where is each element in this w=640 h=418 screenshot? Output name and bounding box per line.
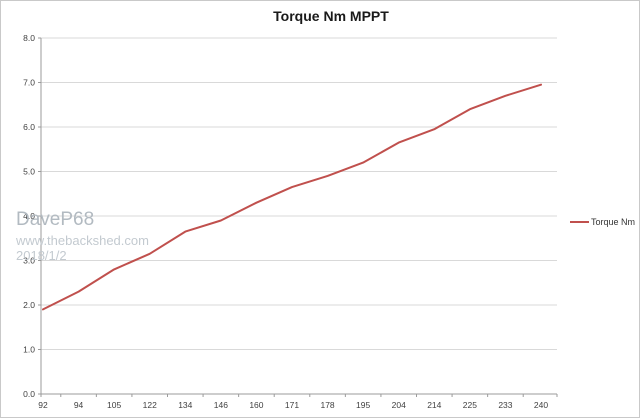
x-tick-label: 105 xyxy=(107,400,121,410)
x-tick-label: 122 xyxy=(143,400,157,410)
x-tick-label: 204 xyxy=(392,400,406,410)
x-tick-label: 240 xyxy=(534,400,548,410)
y-tick-label: 7.0 xyxy=(23,78,35,88)
x-tick-label: 160 xyxy=(249,400,263,410)
legend-label: Torque Nm xyxy=(591,217,636,227)
x-tick-label: 171 xyxy=(285,400,299,410)
legend-line-sample xyxy=(570,221,589,223)
y-tick-label: 4.0 xyxy=(23,211,35,221)
legend: Torque Nm xyxy=(570,217,635,227)
x-tick-label: 214 xyxy=(427,400,441,410)
y-tick-label: 8.0 xyxy=(23,33,35,43)
y-tick-label: 1.0 xyxy=(23,345,35,355)
y-tick-label: 0.0 xyxy=(23,389,35,399)
x-tick-label: 195 xyxy=(356,400,370,410)
x-tick-label: 94 xyxy=(74,400,84,410)
x-tick-label: 233 xyxy=(498,400,512,410)
x-tick-label: 92 xyxy=(38,400,48,410)
x-tick-label: 134 xyxy=(178,400,192,410)
torque-series-line xyxy=(42,83,542,311)
x-tick-label: 178 xyxy=(320,400,334,410)
x-tick-label: 225 xyxy=(463,400,477,410)
y-tick-label: 5.0 xyxy=(23,167,35,177)
y-tick-label: 6.0 xyxy=(23,122,35,132)
y-tick-label: 3.0 xyxy=(23,256,35,266)
y-tick-label: 2.0 xyxy=(23,300,35,310)
x-tick-label: 146 xyxy=(214,400,228,410)
chart-title: Torque Nm MPPT xyxy=(273,8,389,24)
